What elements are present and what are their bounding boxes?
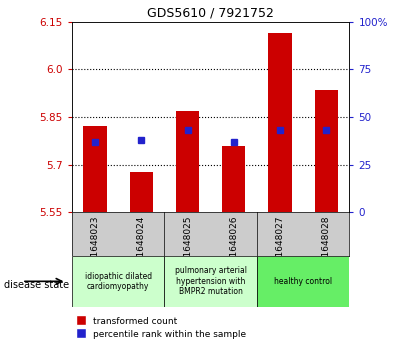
Bar xyxy=(268,33,291,212)
Bar xyxy=(164,256,257,307)
Bar xyxy=(176,111,199,212)
Bar xyxy=(72,256,164,307)
Text: idiopathic dilated
cardiomyopathy: idiopathic dilated cardiomyopathy xyxy=(85,272,152,291)
Text: GSM1648026: GSM1648026 xyxy=(229,216,238,276)
Bar xyxy=(130,172,153,212)
Text: pulmonary arterial
hypertension with
BMPR2 mutation: pulmonary arterial hypertension with BMP… xyxy=(175,266,247,296)
Text: GSM1648025: GSM1648025 xyxy=(183,216,192,276)
Text: GSM1648024: GSM1648024 xyxy=(137,216,146,276)
Text: healthy control: healthy control xyxy=(274,277,332,286)
Title: GDS5610 / 7921752: GDS5610 / 7921752 xyxy=(147,6,274,19)
Bar xyxy=(83,126,106,212)
Text: GSM1648028: GSM1648028 xyxy=(322,216,331,276)
Bar xyxy=(315,90,338,212)
Text: GSM1648027: GSM1648027 xyxy=(275,216,284,276)
Text: GSM1648023: GSM1648023 xyxy=(90,216,99,276)
Bar xyxy=(222,146,245,212)
Bar xyxy=(257,256,349,307)
Text: disease state: disease state xyxy=(4,280,69,290)
Legend: transformed count, percentile rank within the sample: transformed count, percentile rank withi… xyxy=(76,317,246,339)
